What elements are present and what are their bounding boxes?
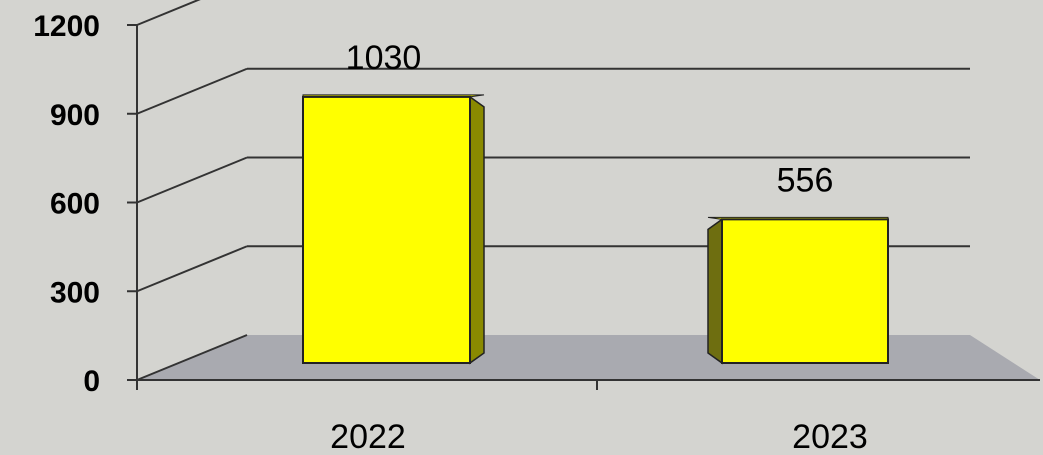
labels: 0 300 600 900 1200 1030 2022 556 2023 <box>33 10 868 455</box>
y-tick-label: 900 <box>50 99 100 132</box>
gridline-diagonal <box>136 0 201 26</box>
gridline-diagonal <box>136 67 248 115</box>
chart-floor <box>137 335 1040 380</box>
bar-side-2023 <box>707 217 723 365</box>
bar-side-2022 <box>469 95 485 365</box>
data-label-2022: 1030 <box>346 39 422 77</box>
x-category-label: 2022 <box>330 418 406 455</box>
data-label-2023: 556 <box>777 161 834 199</box>
y-tick-label: 1200 <box>33 10 100 43</box>
bar-2022 <box>302 95 471 365</box>
bar-2023 <box>721 218 889 364</box>
bars <box>302 94 889 365</box>
gridline-diagonal <box>136 156 248 204</box>
gridline-diagonal <box>136 334 248 381</box>
gridline-diagonal <box>136 245 248 293</box>
x-category-label: 2023 <box>792 418 868 455</box>
axes <box>127 24 1040 390</box>
y-tick-label: 600 <box>50 188 100 221</box>
y-tick-label: 0 <box>83 365 100 398</box>
y-tick-label: 300 <box>50 276 100 309</box>
